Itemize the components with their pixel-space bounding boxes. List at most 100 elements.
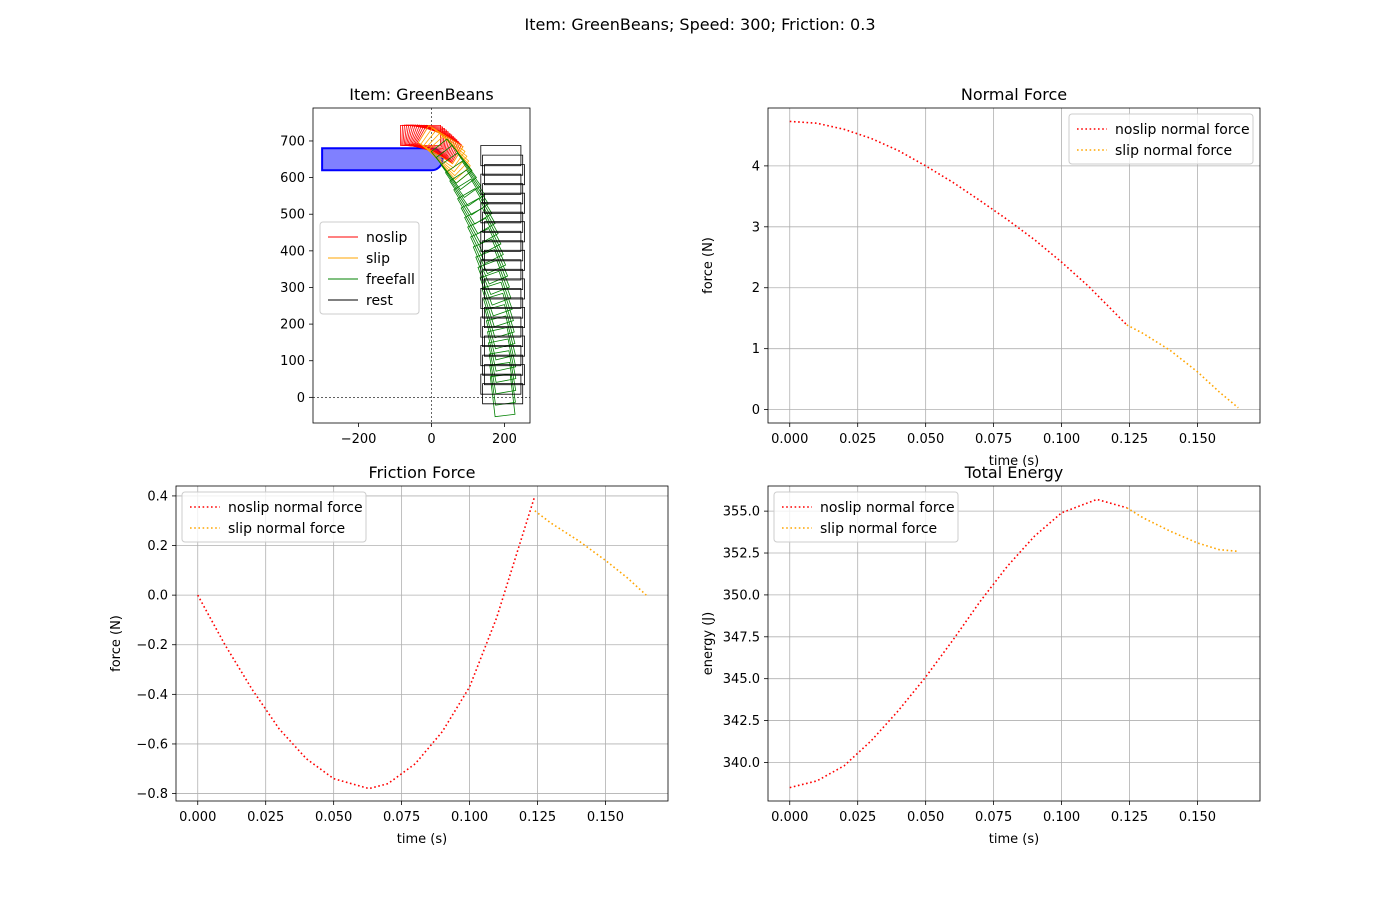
x-tick-label: 0.100 bbox=[1043, 432, 1080, 447]
y-tick-label: 350.0 bbox=[723, 588, 760, 603]
legend-entry-label: noslip normal force bbox=[228, 500, 363, 516]
item-box-rest bbox=[483, 164, 525, 186]
y-tick-label: 4 bbox=[752, 159, 760, 174]
item-box-rest bbox=[482, 240, 524, 262]
x-tick-label: 0.000 bbox=[771, 810, 808, 825]
x-tick-label: 0.025 bbox=[839, 810, 876, 825]
item-box-freefall bbox=[481, 281, 514, 328]
item-box-noslip bbox=[407, 124, 453, 155]
normal-force-panel: 0.000 0.025 0.050 0.075 0.100 0.125 0.150 0 1 2 3 4… bbox=[701, 85, 1261, 469]
y-tick-label: 0 bbox=[297, 391, 305, 406]
panel-title: Friction Force bbox=[369, 463, 476, 482]
item-box-noslip bbox=[401, 124, 444, 148]
item-box-rest bbox=[480, 145, 522, 167]
x-tick-label: 0.050 bbox=[907, 810, 944, 825]
y-tick-label: 3 bbox=[752, 220, 760, 235]
y-tick-label: 100 bbox=[280, 354, 305, 369]
item-box-rest bbox=[482, 297, 524, 319]
y-tick-label: 500 bbox=[280, 208, 305, 223]
legend-box bbox=[319, 221, 420, 315]
y-axis-label: force (N) bbox=[109, 615, 124, 672]
y-tick-label: 347.5 bbox=[723, 630, 760, 645]
friction-force-panel: 0.000 0.025 0.050 0.075 0.100 0.125 0.150 −0.8 −… bbox=[109, 463, 669, 847]
x-tick-label: 0.150 bbox=[587, 810, 624, 825]
series-line-slip bbox=[534, 510, 647, 596]
item-box-slip bbox=[420, 127, 466, 169]
x-tick-label: 0 bbox=[427, 432, 435, 447]
y-tick-label: −0.4 bbox=[136, 688, 168, 703]
item-box-rest bbox=[482, 211, 524, 233]
y-tick-label: −0.6 bbox=[136, 737, 168, 752]
item-box-rest bbox=[483, 364, 525, 386]
item-box-freefall bbox=[475, 249, 510, 296]
x-tick-label: 0.000 bbox=[771, 432, 808, 447]
item-box-rest bbox=[482, 154, 524, 176]
figure-suptitle: Item: GreenBeans; Speed: 300; Friction: … bbox=[524, 15, 875, 34]
y-tick-label: 700 bbox=[280, 134, 305, 149]
item-box-noslip bbox=[404, 124, 449, 153]
legend-box bbox=[181, 491, 367, 543]
item-box-rest bbox=[480, 316, 522, 338]
x-tick-label: 0.025 bbox=[839, 432, 876, 447]
item-box-rest bbox=[483, 249, 525, 271]
x-tick-label: 0.075 bbox=[975, 432, 1012, 447]
item-box-freefall bbox=[467, 217, 504, 264]
item-box-rest bbox=[483, 306, 525, 329]
panel-title: Item: GreenBeans bbox=[349, 85, 493, 104]
x-tick-label: 0.125 bbox=[1111, 810, 1148, 825]
x-tick-label: −200 bbox=[341, 432, 377, 447]
item-box-freefall bbox=[488, 350, 517, 395]
item-box-rest bbox=[483, 335, 525, 357]
y-axis-label: energy (J) bbox=[701, 612, 716, 675]
series-line-slip bbox=[1126, 507, 1239, 553]
y-tick-label: 352.5 bbox=[723, 547, 760, 562]
x-tick-label: 0.050 bbox=[907, 432, 944, 447]
y-tick-label: 0 bbox=[752, 403, 760, 418]
item-box-rest bbox=[480, 230, 522, 252]
legend-entry-label: slip normal force bbox=[228, 521, 345, 537]
x-axis-label: time (s) bbox=[397, 832, 447, 847]
y-tick-label: 300 bbox=[280, 281, 305, 296]
panel-title: Normal Force bbox=[961, 85, 1067, 104]
item-box-freefall bbox=[464, 207, 502, 254]
x-tick-label: 0.125 bbox=[1111, 432, 1148, 447]
x-tick-label: 0.100 bbox=[451, 810, 488, 825]
item-box-freefall bbox=[479, 270, 513, 317]
y-tick-label: 2 bbox=[752, 281, 760, 296]
axes-frame bbox=[767, 485, 1261, 802]
legend-entry-label: noslip bbox=[366, 230, 408, 246]
axes-frame bbox=[312, 107, 531, 424]
item-box-noslip bbox=[400, 125, 442, 146]
item-box-freefall bbox=[487, 327, 517, 372]
item-box-rest bbox=[480, 373, 522, 395]
item-box-freefall bbox=[483, 292, 515, 339]
y-tick-label: 200 bbox=[280, 318, 305, 333]
item-box-freefall bbox=[460, 197, 499, 244]
item-box-noslip bbox=[403, 124, 447, 151]
item-box-rest bbox=[482, 354, 524, 376]
legend-entry-label: slip bbox=[366, 251, 390, 267]
x-tick-label: 0.100 bbox=[1043, 810, 1080, 825]
x-tick-label: 0.075 bbox=[383, 810, 420, 825]
item-box-rest bbox=[480, 345, 522, 367]
item-box-rest bbox=[480, 287, 522, 309]
y-tick-label: −0.8 bbox=[136, 787, 168, 802]
item-box-rest bbox=[480, 259, 522, 281]
legend-entry-label: freefall bbox=[366, 272, 415, 288]
item-box-freefall bbox=[489, 362, 516, 406]
item-box-slip bbox=[427, 135, 471, 181]
legend-box bbox=[773, 491, 959, 543]
y-tick-label: 355.0 bbox=[723, 505, 760, 520]
item-box-slip bbox=[425, 132, 470, 177]
item-box-rest bbox=[482, 383, 524, 405]
x-tick-label: 200 bbox=[492, 432, 517, 447]
item-box-rest bbox=[483, 278, 525, 300]
y-tick-label: 0.2 bbox=[147, 539, 168, 554]
panel-title: Total Energy bbox=[964, 463, 1063, 482]
y-tick-label: 345.0 bbox=[723, 672, 760, 687]
item-box-rest bbox=[483, 221, 525, 243]
series-line-noslip bbox=[789, 498, 1128, 789]
y-tick-label: −0.2 bbox=[136, 638, 168, 653]
x-tick-label: 0.125 bbox=[519, 810, 556, 825]
